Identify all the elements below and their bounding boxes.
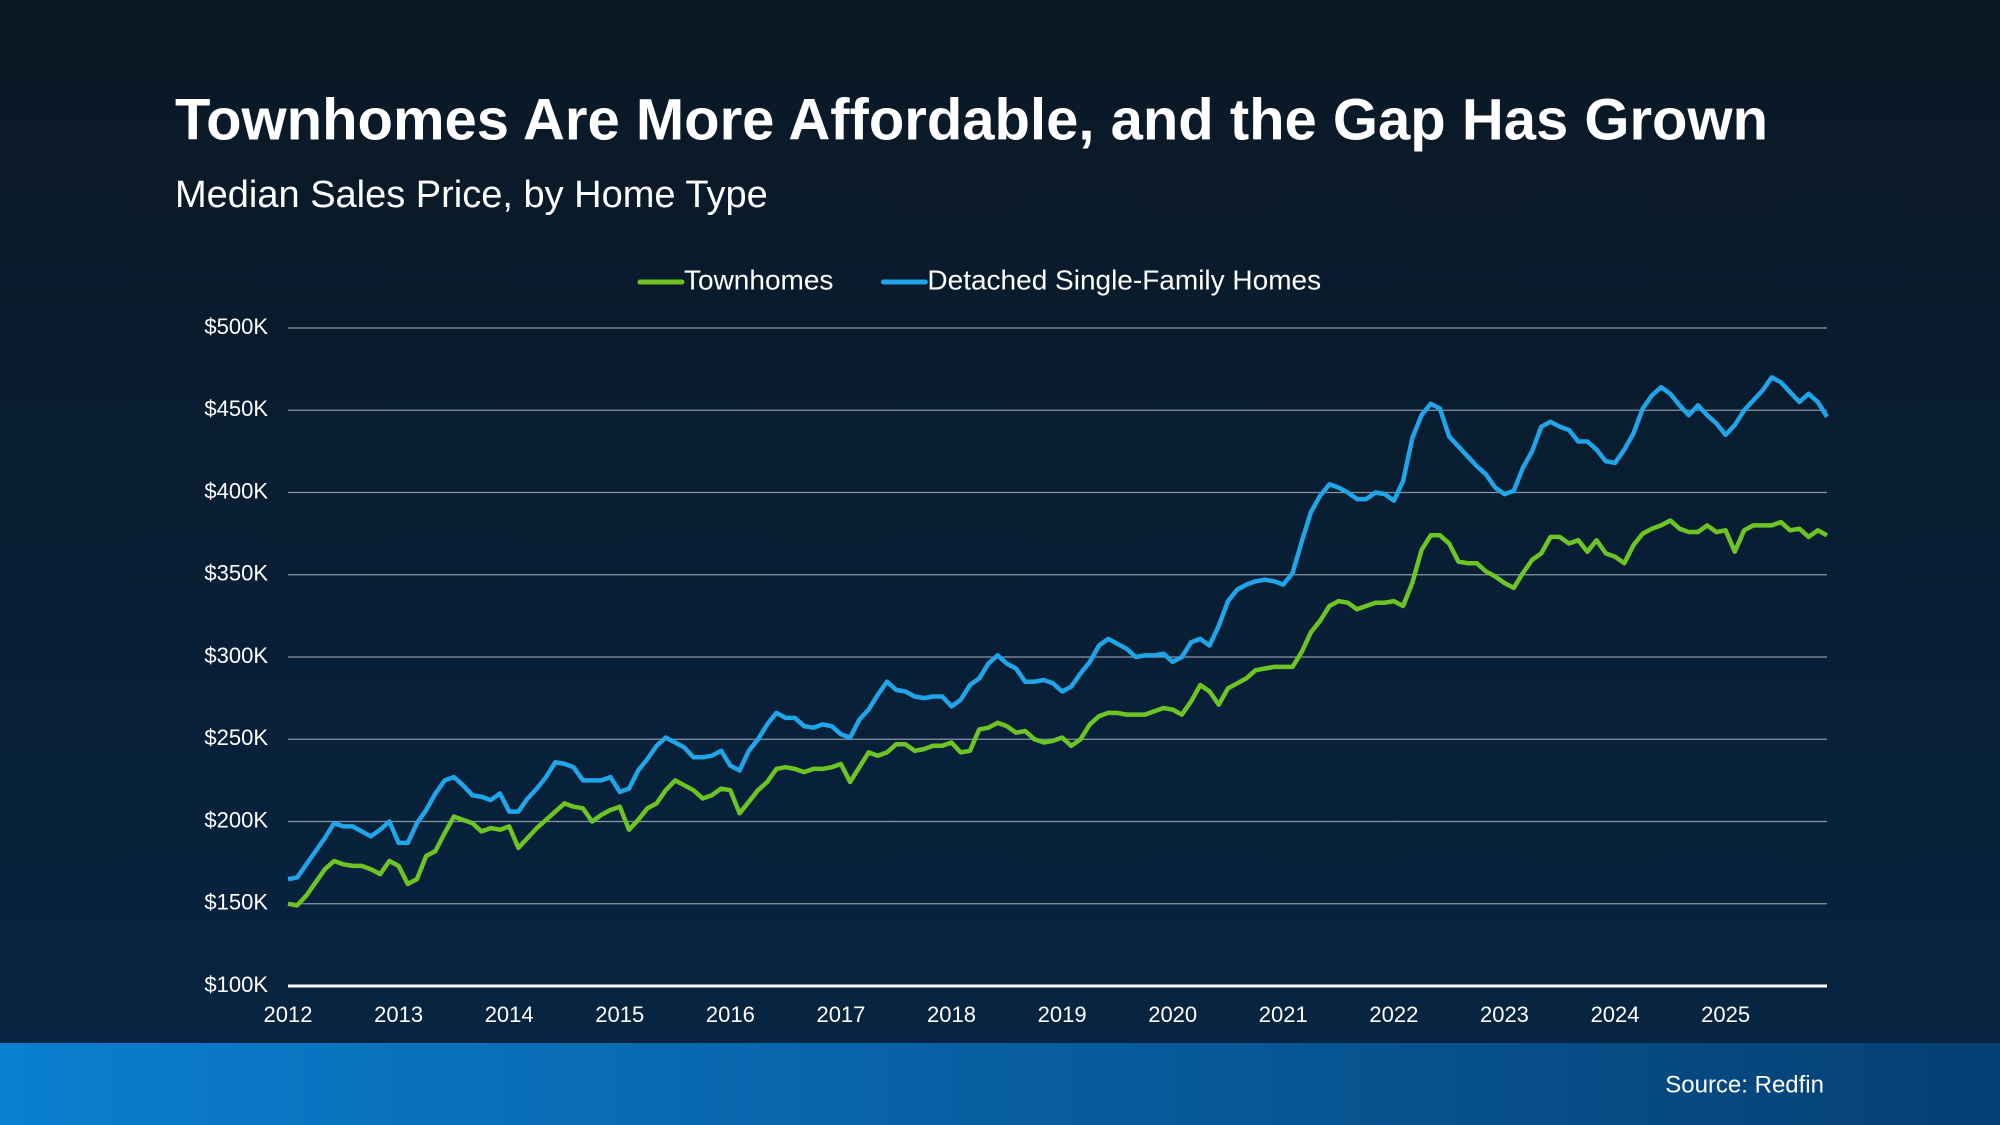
x-tick-label: 2025 xyxy=(1701,1002,1750,1027)
y-tick-label: $250K xyxy=(204,725,268,750)
x-tick-label: 2013 xyxy=(374,1002,423,1027)
x-tick-label: 2024 xyxy=(1591,1002,1640,1027)
footer-band xyxy=(0,1043,2000,1125)
y-tick-label: $500K xyxy=(204,314,268,339)
chart-title: Townhomes Are More Affordable, and the G… xyxy=(175,87,1768,152)
x-tick-label: 2015 xyxy=(595,1002,644,1027)
x-tick-label: 2018 xyxy=(927,1002,976,1027)
legend-label: Detached Single-Family Homes xyxy=(927,264,1321,295)
legend-label: Townhomes xyxy=(684,264,833,295)
x-tick-label: 2023 xyxy=(1480,1002,1529,1027)
y-tick-label: $350K xyxy=(204,561,268,586)
x-tick-label: 2012 xyxy=(264,1002,313,1027)
x-tick-label: 2016 xyxy=(706,1002,755,1027)
y-tick-label: $150K xyxy=(204,890,268,915)
chart-subtitle: Median Sales Price, by Home Type xyxy=(175,174,768,216)
series-line xyxy=(287,375,1829,882)
x-tick-label: 2021 xyxy=(1259,1002,1308,1027)
y-tick-label: $100K xyxy=(204,972,268,997)
source: Source: Redfin xyxy=(1665,1071,1824,1098)
x-tick-label: 2022 xyxy=(1369,1002,1418,1027)
x-tick-label: 2017 xyxy=(816,1002,865,1027)
y-tick-label: $200K xyxy=(204,807,268,832)
y-tick-label: $450K xyxy=(204,396,268,421)
x-tick-label: 2020 xyxy=(1148,1002,1197,1027)
y-tick-label: $300K xyxy=(204,643,268,668)
series-line xyxy=(287,518,1829,908)
x-tick-label: 2019 xyxy=(1038,1002,1087,1027)
x-tick-label: 2014 xyxy=(485,1002,534,1027)
y-tick-label: $400K xyxy=(204,478,268,503)
